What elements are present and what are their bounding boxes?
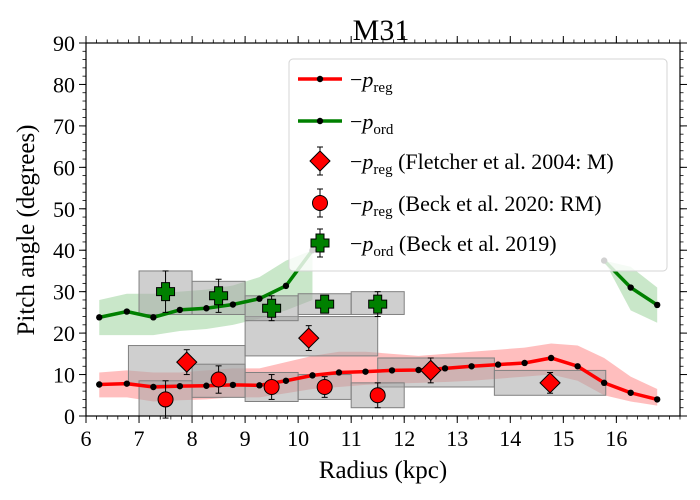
x-tick-label: 13 [446,426,468,451]
legend-label: −preg (Beck et al. 2020: RM) [350,191,602,220]
axis-ticks: 6 7 8 9 10 11 12 13 14 15 16 0 10 20 30 40 50 60 70 80 90 [53,31,687,451]
beck2020-marker [316,378,333,395]
x-tick-label: 9 [240,426,251,451]
pord-seg0-dot [123,308,131,315]
legend-marker [312,195,328,211]
y-tick-label: 0 [64,404,75,429]
observation-boxes [127,270,607,417]
preg-dot [96,381,103,388]
x-tick-label: 11 [341,426,362,451]
model-lines [96,247,661,403]
y-tick-label: 30 [53,280,75,305]
preg-dot [627,389,634,396]
beck2019-marker [156,282,176,302]
preg-line [99,356,658,402]
preg-dot [203,382,210,389]
preg-dot [653,396,661,403]
pord-seg0-dot [176,306,184,314]
beck2019-marker [315,294,335,314]
preg-dot [574,363,581,370]
beck2020-marker [157,391,174,408]
pord-seg0-dot [203,305,210,312]
preg-dot [547,354,555,362]
pord-seg1-dot [627,284,634,291]
y-tick-label: 10 [53,363,75,388]
legend-label: −pord (Beck et al. 2019) [350,231,557,260]
legend: −preg −pord −preg (Fletcher et al. 2004: M… [288,58,668,272]
preg-dot [388,367,396,374]
preg-dot [494,361,502,368]
y-tick-label: 80 [53,72,75,97]
preg-dot [468,363,475,370]
pord-seg0-dot [150,314,157,321]
preg-dot [256,382,263,389]
x-tick-label: 12 [393,426,415,451]
x-tick-label: 6 [81,426,92,451]
preg-dot [600,379,608,387]
y-tick-label: 20 [53,321,75,346]
pord-seg0-dot [229,301,237,308]
preg-dot [282,377,290,384]
preg-dot [309,372,316,379]
x-tick-label: 8 [187,426,198,451]
fletcher-marker [176,351,198,373]
preg-dot [229,381,237,389]
preg-dot [123,380,131,387]
preg-dot [150,383,157,391]
fletcher-marker [420,359,442,382]
y-tick-label: 60 [53,155,75,180]
preg-dot [521,359,528,367]
preg-dot [441,365,449,372]
chart-title: M31 [353,14,410,47]
pord-seg0-dot [96,314,103,321]
legend-line-dot [316,75,324,83]
legend-label: −preg (Fletcher et al. 2004: M) [350,149,614,178]
beck2020-marker [210,371,227,388]
legend-line-dot [316,117,324,125]
legend-label: −preg [350,67,393,96]
y-tick-label: 50 [53,197,75,222]
beck2019-marker [262,298,282,318]
legend-marker [309,150,331,172]
legend-label: −pord [350,109,394,138]
legend-marker [310,233,330,253]
x-tick-label: 14 [499,426,521,451]
preg-dot [415,366,422,374]
x-tick-label: 16 [605,426,627,451]
beck2019-marker [209,286,229,306]
x-tick-label: 7 [134,426,145,451]
legend-box [288,58,668,272]
x-axis-label: Radius (kpc) [319,457,447,484]
pord-seg0-dot [256,295,263,302]
x-tick-label: 15 [552,426,574,451]
x-tick-label: 10 [287,426,309,451]
fletcher-marker [539,372,561,394]
beck2020-marker [369,387,386,404]
observation-markers [156,270,561,419]
preg-dot [362,368,369,375]
beck2020-marker [263,378,280,395]
pord-seg0-dot [282,282,290,290]
pord-seg1-dot [653,301,661,309]
fletcher-marker [298,327,320,349]
y-tick-label: 90 [53,31,75,56]
beck2019-marker [368,294,388,314]
preg-dot [335,369,343,376]
y-tick-label: 70 [53,114,75,139]
y-axis-label: Pitch angle (degrees) [13,124,40,335]
preg-dot [176,382,184,390]
y-tick-label: 40 [53,238,75,263]
